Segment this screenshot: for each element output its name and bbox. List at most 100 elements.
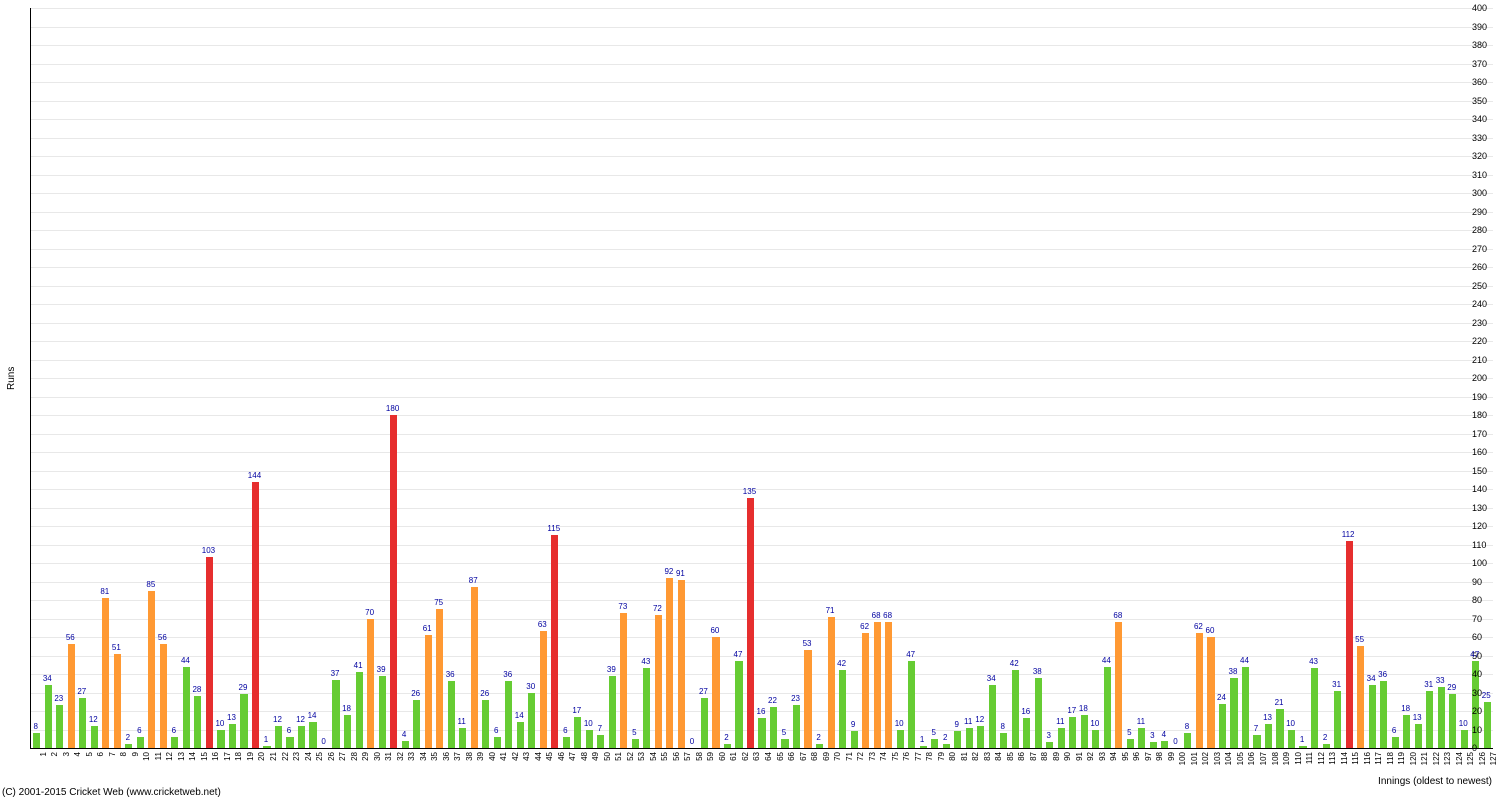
- x-tick-label: 67: [799, 752, 808, 761]
- x-tick-label: 37: [453, 752, 462, 761]
- bar-value-label: 60: [710, 627, 719, 635]
- y-tick-label: 100: [1472, 558, 1498, 568]
- y-tick-label: 190: [1472, 392, 1498, 402]
- x-tick-label: 82: [971, 752, 980, 761]
- bar: [356, 672, 363, 748]
- bar: [1438, 687, 1445, 748]
- bar-value-label: 10: [1286, 720, 1295, 728]
- bar-value-label: 91: [676, 570, 685, 578]
- bar-value-label: 44: [1240, 657, 1249, 665]
- bar-value-label: 56: [66, 634, 75, 642]
- bar-value-label: 180: [386, 405, 399, 413]
- x-tick-label: 61: [729, 752, 738, 761]
- x-tick-label: 53: [637, 752, 646, 761]
- bar-value-label: 11: [964, 718, 972, 726]
- bar: [1346, 541, 1353, 748]
- bar: [655, 615, 662, 748]
- bar: [1058, 728, 1065, 748]
- bar-value-label: 13: [1263, 714, 1272, 722]
- bar-value-label: 71: [826, 607, 835, 615]
- x-tick-label: 72: [856, 752, 865, 761]
- x-tick-label: 66: [787, 752, 796, 761]
- x-tick-label: 99: [1167, 752, 1176, 761]
- bar: [712, 637, 719, 748]
- gridline: [31, 434, 1493, 435]
- x-tick-label: 114: [1340, 752, 1349, 765]
- bar: [275, 726, 282, 748]
- bar-value-label: 5: [782, 729, 786, 737]
- bar: [609, 676, 616, 748]
- gridline: [31, 249, 1493, 250]
- x-tick-label: 42: [511, 752, 520, 761]
- y-tick-label: 310: [1472, 170, 1498, 180]
- bar-value-label: 6: [137, 727, 141, 735]
- bar: [851, 731, 858, 748]
- y-tick-label: 140: [1472, 484, 1498, 494]
- x-tick-label: 19: [246, 752, 255, 761]
- bar: [1196, 633, 1203, 748]
- bar-value-label: 12: [273, 716, 282, 724]
- bar: [217, 730, 224, 749]
- x-tick-label: 65: [776, 752, 785, 761]
- bar-value-label: 8: [1001, 723, 1005, 731]
- y-tick-label: 70: [1472, 614, 1498, 624]
- bar: [91, 726, 98, 748]
- bar-value-label: 10: [215, 720, 224, 728]
- bar: [540, 631, 547, 748]
- bar: [989, 685, 996, 748]
- bar-value-label: 115: [547, 525, 560, 533]
- bar: [966, 728, 973, 748]
- x-tick-label: 115: [1351, 752, 1360, 765]
- bar-value-label: 135: [743, 488, 756, 496]
- y-tick-label: 90: [1472, 577, 1498, 587]
- bar: [1242, 667, 1249, 748]
- bar: [240, 694, 247, 748]
- x-tick-label: 110: [1294, 752, 1303, 765]
- bar: [678, 580, 685, 748]
- bar-value-label: 11: [458, 718, 466, 726]
- x-tick-label: 68: [810, 752, 819, 761]
- bar-value-label: 12: [975, 716, 984, 724]
- y-tick-label: 150: [1472, 466, 1498, 476]
- bar: [1184, 733, 1191, 748]
- x-tick-label: 29: [361, 752, 370, 761]
- x-tick-label: 121: [1420, 752, 1429, 765]
- x-tick-label: 64: [764, 752, 773, 761]
- x-tick-label: 88: [1040, 752, 1049, 761]
- bar: [137, 737, 144, 748]
- x-tick-label: 118: [1386, 752, 1395, 765]
- x-tick-label: 80: [948, 752, 957, 761]
- x-tick-label: 5: [85, 752, 94, 756]
- y-tick-label: 340: [1472, 114, 1498, 124]
- bar: [1150, 742, 1157, 748]
- bar-value-label: 47: [906, 651, 915, 659]
- bar: [206, 557, 213, 748]
- bar-value-label: 34: [987, 675, 996, 683]
- bar: [563, 737, 570, 748]
- bar: [45, 685, 52, 748]
- bar: [390, 415, 397, 748]
- x-tick-label: 36: [442, 752, 451, 761]
- y-tick-label: 20: [1472, 706, 1498, 716]
- x-tick-label: 56: [672, 752, 681, 761]
- x-tick-label: 87: [1029, 752, 1038, 761]
- bar: [183, 667, 190, 748]
- bar: [1403, 715, 1410, 748]
- bar: [1415, 724, 1422, 748]
- gridline: [31, 45, 1493, 46]
- bar-value-label: 0: [321, 738, 325, 746]
- bar: [1115, 622, 1122, 748]
- x-tick-label: 111: [1305, 752, 1314, 764]
- bar: [701, 698, 708, 748]
- bar: [1219, 704, 1226, 748]
- bar: [586, 730, 593, 749]
- y-tick-label: 250: [1472, 281, 1498, 291]
- bar: [1161, 741, 1168, 748]
- bar: [413, 700, 420, 748]
- bar-value-label: 38: [1229, 668, 1238, 676]
- bar-value-label: 16: [1021, 708, 1030, 716]
- bar-value-label: 47: [1470, 651, 1479, 659]
- bar-value-label: 68: [883, 612, 892, 620]
- bar: [874, 622, 881, 748]
- bar: [1299, 746, 1306, 748]
